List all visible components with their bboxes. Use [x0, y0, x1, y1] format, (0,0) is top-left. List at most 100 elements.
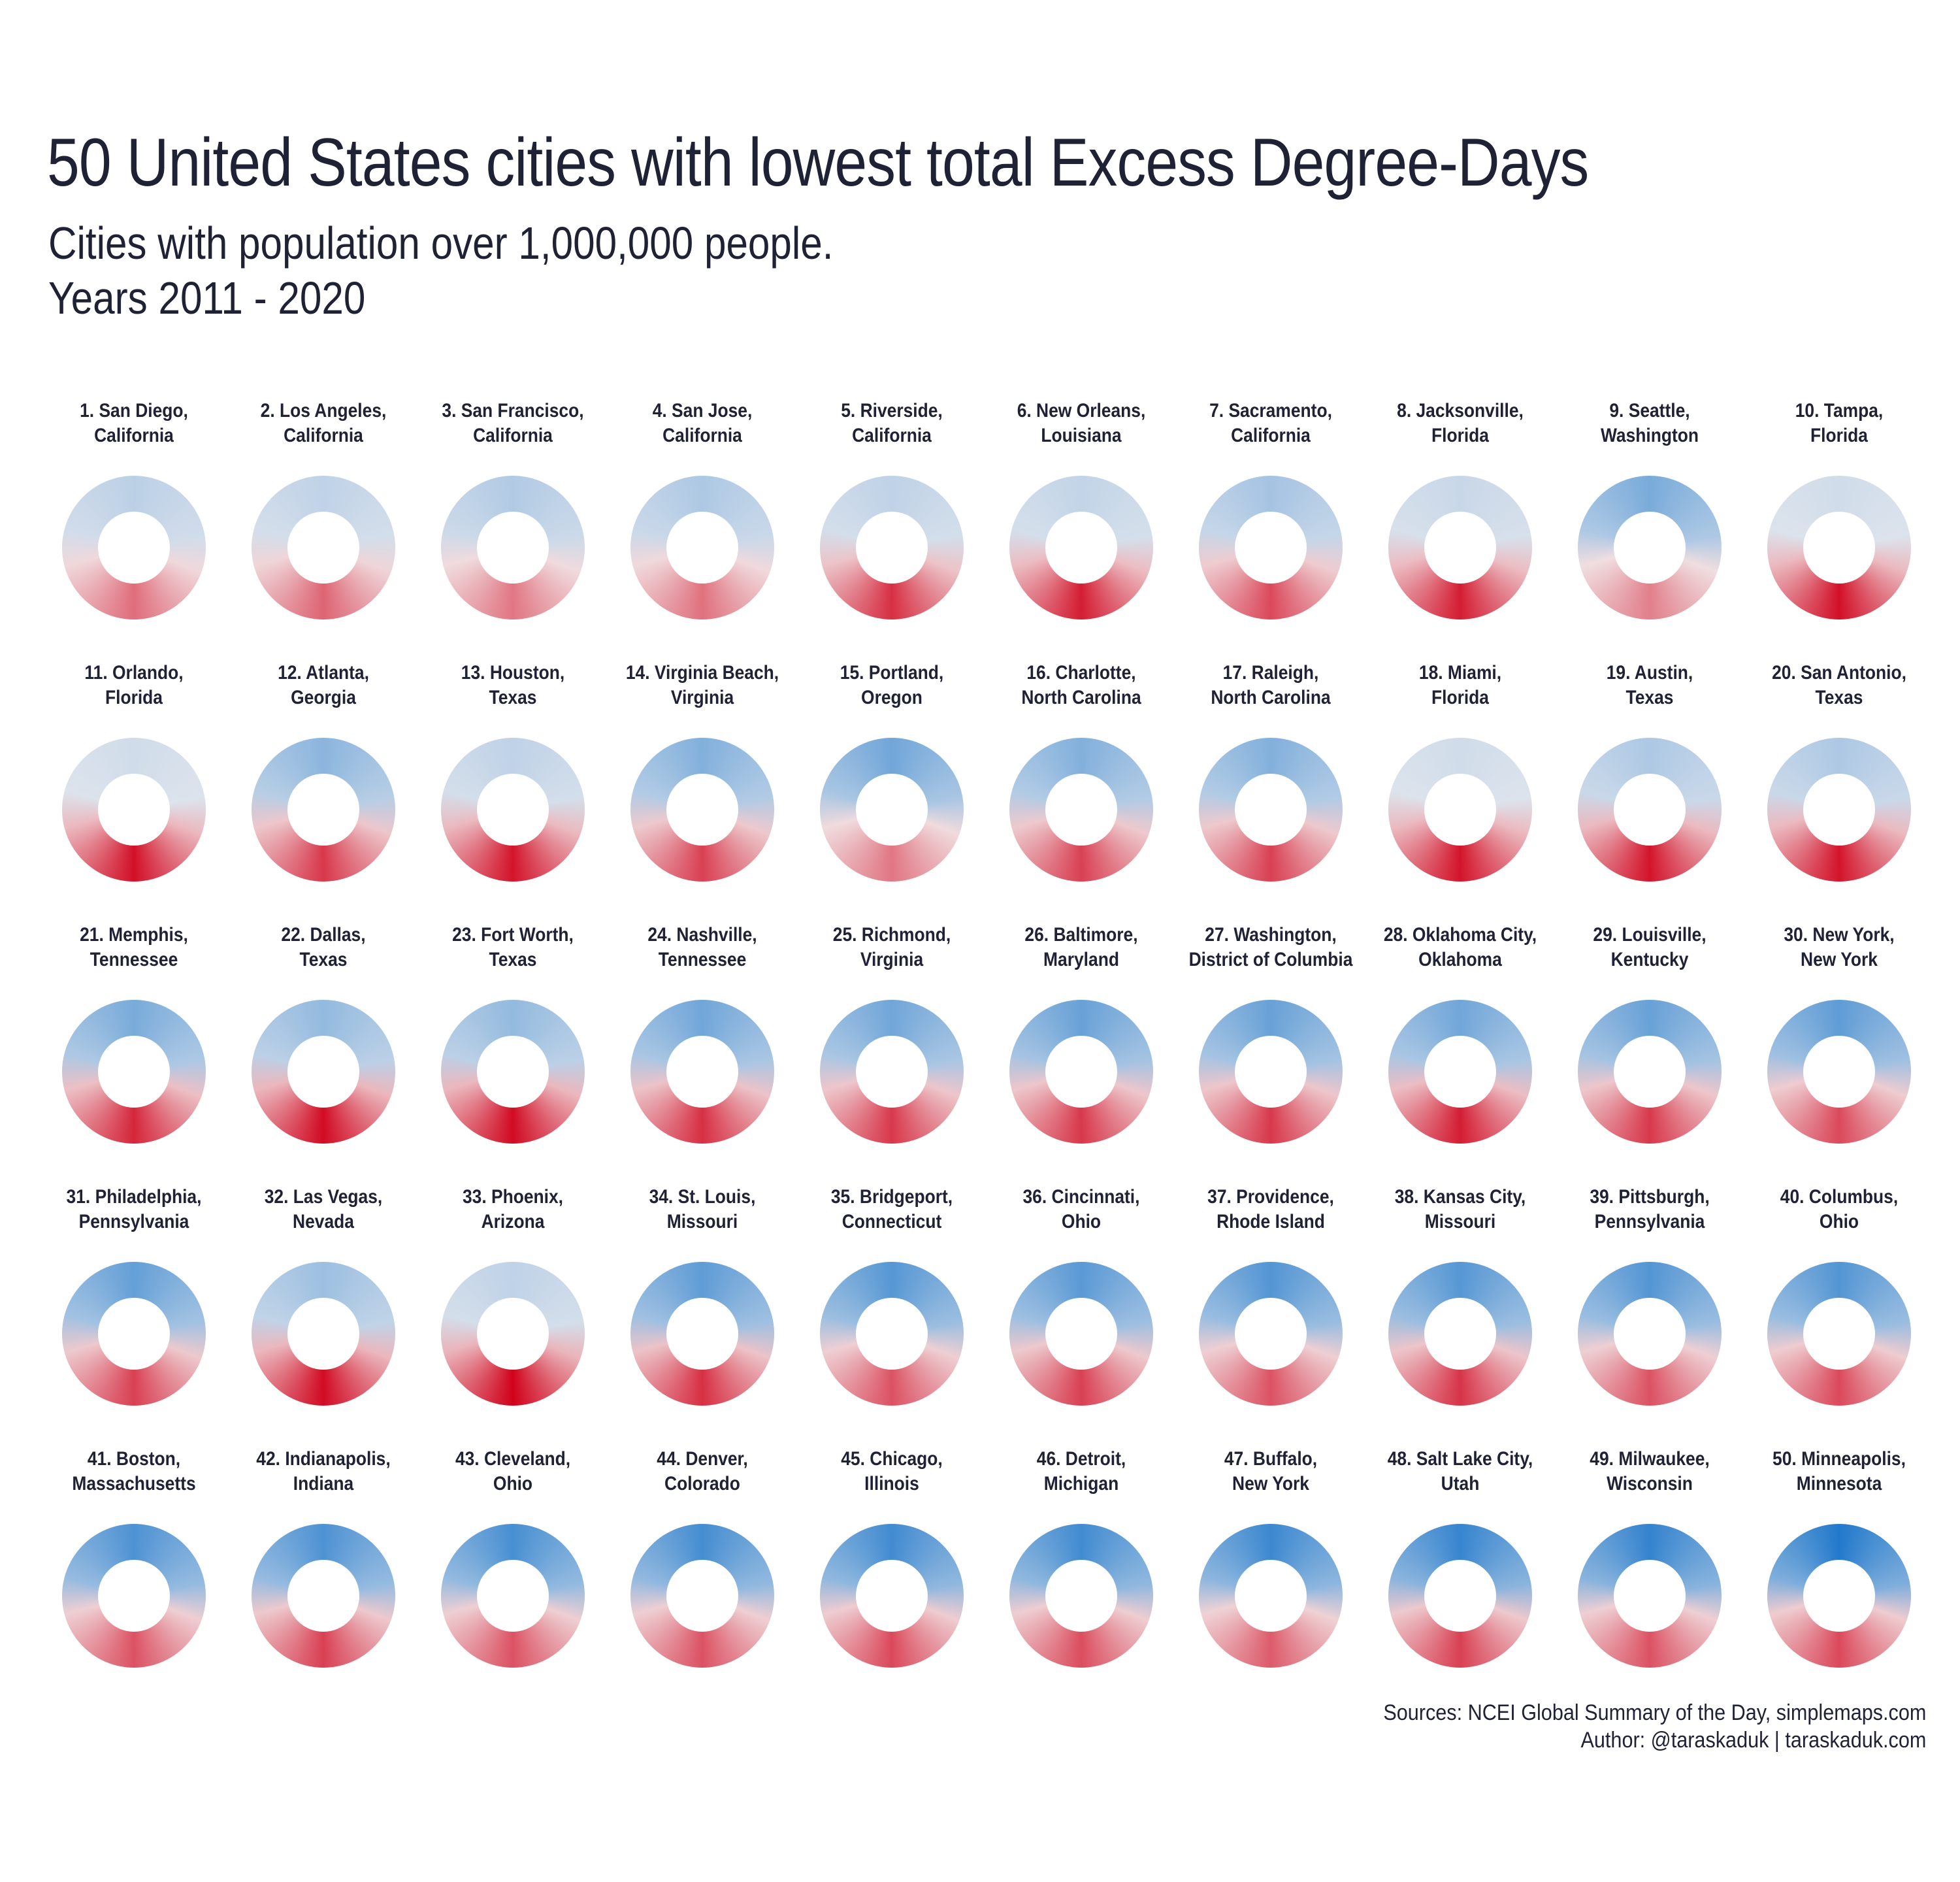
city-name: 9. Seattle,: [1609, 400, 1690, 421]
city-donut: [1767, 738, 1911, 882]
city-state: Florida: [105, 687, 163, 708]
city-name: 11. Orlando,: [84, 662, 184, 684]
city-state: Georgia: [291, 687, 356, 708]
city-name: 10. Tampa,: [1795, 400, 1884, 421]
donut-hole: [1045, 1298, 1117, 1370]
city-donut: [820, 738, 964, 882]
city-donut: [630, 476, 774, 619]
caption-sources: Sources: NCEI Global Summary of the Day,…: [1382, 1700, 1926, 1725]
city-label: 47. Buffalo, New York: [1176, 1447, 1365, 1496]
donut-hole: [287, 774, 359, 846]
city-state: Florida: [1431, 687, 1489, 708]
city-name: 46. Detroit,: [1036, 1448, 1126, 1470]
city-name: 2. Los Angeles,: [260, 400, 387, 421]
city-label: 45. Chicago, Illinois: [797, 1447, 987, 1496]
city-name: 40. Columbus,: [1780, 1186, 1899, 1208]
city-name: 14. Virginia Beach,: [625, 662, 779, 684]
donut-hole: [666, 512, 738, 584]
donut-hole: [1235, 1036, 1307, 1108]
donut-hole: [1235, 512, 1307, 584]
city-name: 36. Cincinnati,: [1022, 1186, 1140, 1208]
donut-hole: [477, 1036, 549, 1108]
city-state: Texas: [299, 949, 348, 970]
city-state: Texas: [489, 949, 537, 970]
donut-hole: [1235, 1560, 1307, 1632]
city-label: 34. St. Louis, Missouri: [608, 1185, 797, 1234]
city-donut: [820, 1262, 964, 1406]
city-state: Virginia: [670, 687, 734, 708]
city-label: 5. Riverside, California: [797, 399, 987, 448]
city-state: North Carolina: [1021, 687, 1141, 708]
city-donut: [1388, 1262, 1532, 1406]
city-label: 9. Seattle, Washington: [1555, 399, 1744, 448]
city-donut: [252, 476, 395, 619]
city-state: Connecticut: [841, 1211, 942, 1232]
city-label: 31. Philadelphia, Pennsylvania: [39, 1185, 229, 1234]
city-name: 43. Cleveland,: [455, 1448, 571, 1470]
city-label: 49. Milwaukee, Wisconsin: [1555, 1447, 1744, 1496]
city-label: 12. Atlanta, Georgia: [229, 661, 418, 710]
city-state: Massachusetts: [72, 1473, 196, 1494]
donut-hole: [1803, 774, 1875, 846]
city-donut: [252, 738, 395, 882]
donut-hole: [287, 1560, 359, 1632]
donut-hole: [477, 1298, 549, 1370]
city-label: 42. Indianapolis, Indiana: [229, 1447, 418, 1496]
donut-hole: [287, 1036, 359, 1108]
donut-hole: [1424, 774, 1496, 846]
city-donut: [1199, 1000, 1343, 1144]
city-name: 37. Providence,: [1207, 1186, 1334, 1208]
city-state: California: [473, 425, 553, 446]
donut-hole: [1045, 512, 1117, 584]
city-name: 12. Atlanta,: [278, 662, 369, 684]
caption: Sources: NCEI Global Summary of the Day,…: [1383, 1699, 1926, 1754]
city-label: 39. Pittsburgh, Pennsylvania: [1555, 1185, 1744, 1234]
city-label: 14. Virginia Beach, Virginia: [608, 661, 797, 710]
city-donut: [252, 1524, 395, 1668]
city-name: 22. Dallas,: [281, 924, 366, 946]
city-donut: [441, 1262, 585, 1406]
city-donut: [441, 476, 585, 619]
city-state: California: [1231, 425, 1311, 446]
city-donut: [1578, 1262, 1722, 1406]
city-state: Rhode Island: [1217, 1211, 1325, 1232]
city-label: 30. New York, New York: [1744, 923, 1934, 972]
city-name: 16. Charlotte,: [1026, 662, 1136, 684]
donut-hole: [1614, 1560, 1686, 1632]
city-label: 8. Jacksonville, Florida: [1365, 399, 1555, 448]
city-state: Washington: [1600, 425, 1699, 446]
city-state: Pennsylvania: [78, 1211, 189, 1232]
city-label: 16. Charlotte, North Carolina: [987, 661, 1176, 710]
city-label: 21. Memphis, Tennessee: [39, 923, 229, 972]
city-name: 48. Salt Lake City,: [1387, 1448, 1533, 1470]
city-label: 4. San Jose, California: [608, 399, 797, 448]
city-donut: [62, 476, 206, 619]
city-state: Texas: [1625, 687, 1674, 708]
city-donut: [1199, 738, 1343, 882]
city-label: 33. Phoenix, Arizona: [418, 1185, 608, 1234]
city-donut: [1578, 738, 1722, 882]
city-state: Arizona: [481, 1211, 545, 1232]
city-donut: [62, 1524, 206, 1668]
donut-hole: [287, 1298, 359, 1370]
city-label: 38. Kansas City, Missouri: [1365, 1185, 1555, 1234]
city-name: 34. St. Louis,: [649, 1186, 756, 1208]
city-donut: [1199, 476, 1343, 619]
city-label: 26. Baltimore, Maryland: [987, 923, 1176, 972]
donut-hole: [1045, 1560, 1117, 1632]
city-name: 31. Philadelphia,: [66, 1186, 202, 1208]
city-label: 48. Salt Lake City, Utah: [1365, 1447, 1555, 1496]
donut-hole: [98, 1036, 170, 1108]
city-label: 28. Oklahoma City, Oklahoma: [1365, 923, 1555, 972]
city-donut: [1199, 1524, 1343, 1668]
city-state: Virginia: [860, 949, 924, 970]
city-donut: [1578, 1524, 1722, 1668]
city-donut: [630, 1000, 774, 1144]
page-subtitle: Cities with population over 1,000,000 pe…: [48, 216, 833, 325]
donut-hole: [856, 512, 928, 584]
city-donut: [1388, 1000, 1532, 1144]
city-state: California: [662, 425, 742, 446]
city-label: 36. Cincinnati, Ohio: [987, 1185, 1176, 1234]
city-donut: [252, 1262, 395, 1406]
